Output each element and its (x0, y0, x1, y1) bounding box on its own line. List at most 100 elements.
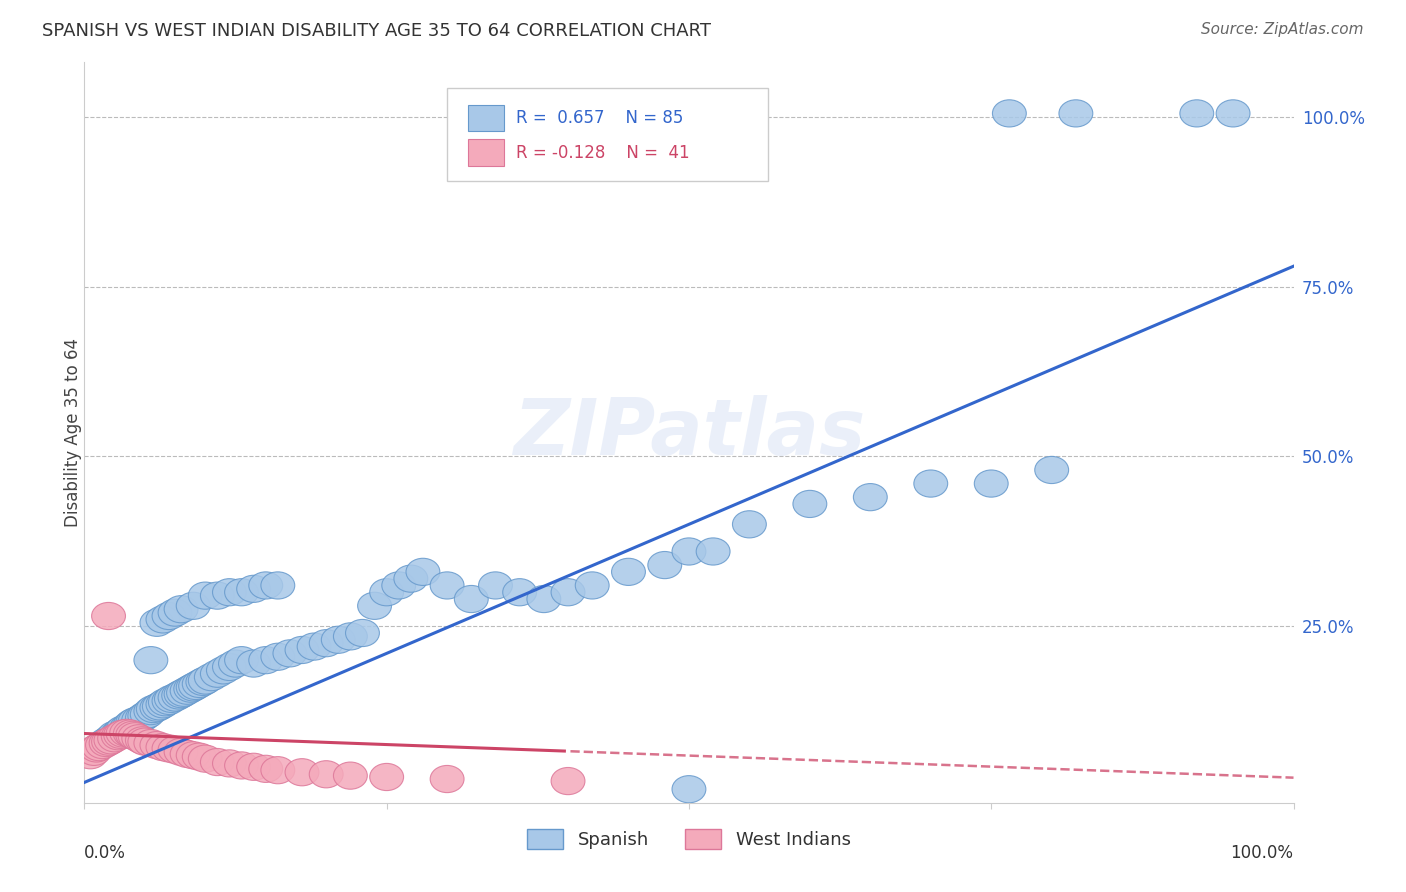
Ellipse shape (309, 630, 343, 657)
Ellipse shape (249, 756, 283, 782)
Ellipse shape (183, 671, 217, 698)
Ellipse shape (733, 511, 766, 538)
Ellipse shape (993, 100, 1026, 127)
Ellipse shape (218, 650, 253, 677)
Ellipse shape (162, 681, 195, 709)
Y-axis label: Disability Age 35 to 64: Disability Age 35 to 64 (65, 338, 82, 527)
Ellipse shape (297, 633, 330, 660)
Ellipse shape (104, 718, 138, 745)
Ellipse shape (201, 748, 235, 776)
Ellipse shape (80, 735, 114, 762)
Ellipse shape (285, 636, 319, 664)
Ellipse shape (370, 764, 404, 790)
Ellipse shape (262, 756, 295, 784)
Ellipse shape (157, 599, 193, 626)
Ellipse shape (225, 579, 259, 606)
Ellipse shape (273, 640, 307, 667)
Ellipse shape (183, 743, 217, 770)
Ellipse shape (165, 596, 198, 623)
Ellipse shape (152, 735, 186, 762)
Ellipse shape (89, 730, 124, 756)
Ellipse shape (128, 728, 162, 756)
Ellipse shape (141, 609, 174, 636)
Ellipse shape (141, 731, 174, 759)
Ellipse shape (333, 762, 367, 789)
Ellipse shape (454, 585, 488, 613)
Ellipse shape (1059, 100, 1092, 127)
Ellipse shape (157, 736, 193, 764)
Ellipse shape (176, 673, 209, 701)
Ellipse shape (346, 619, 380, 647)
Text: 0.0%: 0.0% (84, 844, 127, 862)
Ellipse shape (118, 723, 152, 750)
Ellipse shape (101, 723, 135, 750)
Ellipse shape (551, 579, 585, 606)
Ellipse shape (73, 741, 107, 769)
Ellipse shape (478, 572, 512, 599)
Ellipse shape (149, 689, 183, 716)
Ellipse shape (134, 698, 167, 724)
Ellipse shape (406, 558, 440, 585)
Ellipse shape (179, 673, 212, 699)
Ellipse shape (186, 668, 219, 696)
Ellipse shape (285, 759, 319, 786)
Ellipse shape (212, 653, 246, 681)
Text: 100.0%: 100.0% (1230, 844, 1294, 862)
Ellipse shape (194, 664, 228, 690)
Ellipse shape (82, 733, 115, 761)
Ellipse shape (94, 727, 128, 754)
Ellipse shape (122, 706, 156, 733)
Ellipse shape (157, 684, 193, 711)
Ellipse shape (188, 667, 222, 694)
Ellipse shape (672, 538, 706, 565)
Ellipse shape (382, 572, 416, 599)
Ellipse shape (170, 740, 204, 767)
Ellipse shape (146, 606, 180, 633)
Ellipse shape (94, 724, 128, 752)
Ellipse shape (1035, 457, 1069, 483)
Ellipse shape (97, 722, 132, 748)
Ellipse shape (141, 694, 174, 722)
Ellipse shape (104, 722, 138, 748)
Ellipse shape (612, 558, 645, 585)
FancyBboxPatch shape (447, 88, 768, 181)
Text: Source: ZipAtlas.com: Source: ZipAtlas.com (1201, 22, 1364, 37)
Ellipse shape (86, 731, 120, 759)
Ellipse shape (249, 572, 283, 599)
Ellipse shape (793, 491, 827, 517)
Ellipse shape (146, 733, 180, 761)
Ellipse shape (648, 551, 682, 579)
Ellipse shape (115, 709, 149, 736)
Ellipse shape (152, 688, 186, 714)
Ellipse shape (97, 724, 132, 752)
Ellipse shape (122, 724, 156, 752)
Ellipse shape (176, 741, 209, 769)
Ellipse shape (165, 681, 198, 707)
Text: R =  0.657    N = 85: R = 0.657 N = 85 (516, 109, 683, 127)
Ellipse shape (672, 776, 706, 803)
Ellipse shape (101, 720, 135, 747)
Ellipse shape (225, 647, 259, 673)
Ellipse shape (212, 579, 246, 606)
Ellipse shape (165, 739, 198, 765)
Ellipse shape (527, 585, 561, 613)
Ellipse shape (77, 739, 111, 765)
Ellipse shape (207, 657, 240, 684)
Ellipse shape (309, 761, 343, 788)
Ellipse shape (357, 592, 391, 619)
Ellipse shape (333, 623, 367, 650)
Text: R = -0.128    N =  41: R = -0.128 N = 41 (516, 144, 690, 161)
FancyBboxPatch shape (468, 104, 503, 131)
Ellipse shape (142, 693, 176, 720)
Ellipse shape (914, 470, 948, 497)
Ellipse shape (249, 647, 283, 673)
Ellipse shape (322, 626, 356, 653)
Ellipse shape (134, 730, 167, 756)
Ellipse shape (503, 579, 537, 606)
Ellipse shape (394, 565, 427, 592)
Ellipse shape (170, 677, 204, 705)
FancyBboxPatch shape (468, 139, 503, 166)
Ellipse shape (118, 707, 152, 735)
Ellipse shape (551, 767, 585, 795)
Ellipse shape (125, 705, 159, 731)
